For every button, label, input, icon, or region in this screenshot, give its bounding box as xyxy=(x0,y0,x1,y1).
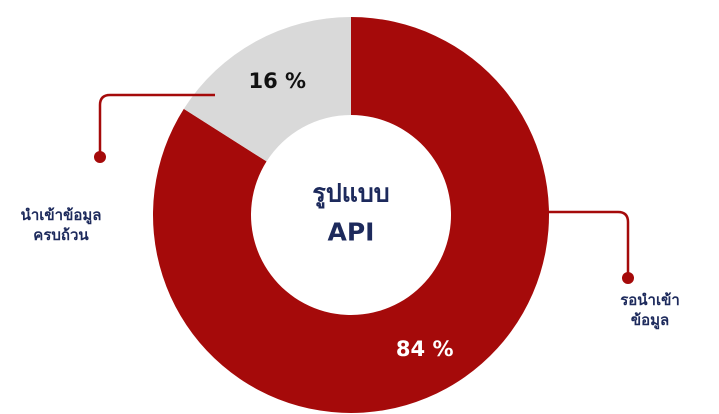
callout-dot xyxy=(622,272,634,284)
category-label: นำเข้าข้อมูล ครบถ้วน xyxy=(20,205,102,244)
slice xyxy=(183,17,351,162)
callout-line xyxy=(98,93,215,157)
callout-dot xyxy=(94,151,106,163)
value-label: 16 % xyxy=(248,68,307,93)
category-label: รอนำเข้าข้อมูล xyxy=(620,290,680,329)
center-title: รูปแบบ API xyxy=(312,178,390,246)
value-label: 84 % xyxy=(395,336,454,361)
slice xyxy=(152,17,550,413)
callout-line xyxy=(515,210,630,278)
